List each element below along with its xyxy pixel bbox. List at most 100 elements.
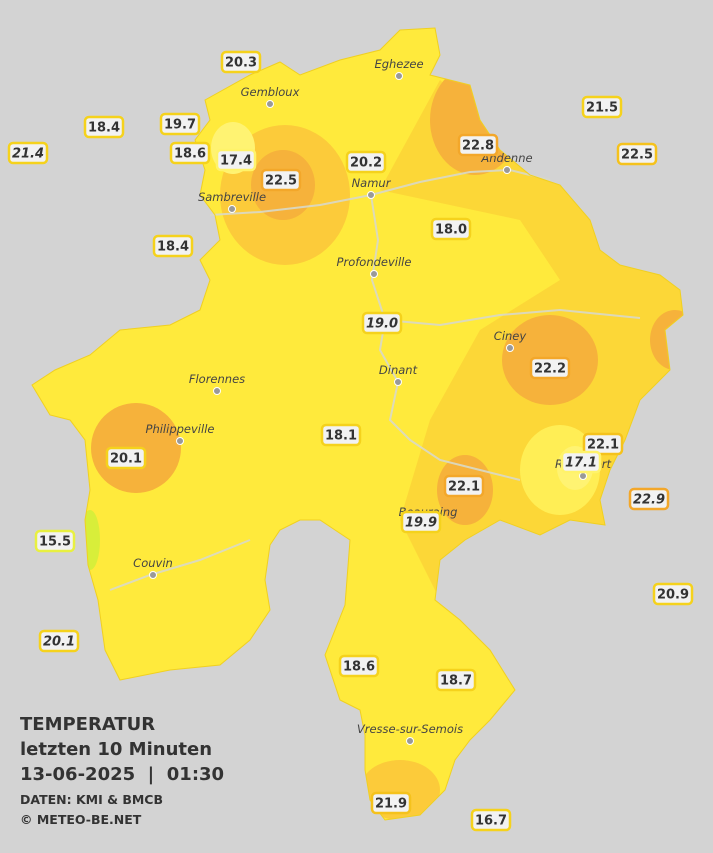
station-value: 21.4 xyxy=(12,147,44,162)
station-value: 18.1 xyxy=(325,429,357,444)
station-value: 22.2 xyxy=(534,362,566,377)
city-dot xyxy=(370,270,378,278)
station-value: 19.9 xyxy=(405,516,437,531)
station-box xyxy=(345,150,387,174)
station-value: 15.5 xyxy=(39,535,71,550)
station: 17.4 xyxy=(215,148,257,172)
city-dot xyxy=(176,437,184,445)
station: 19.0 xyxy=(361,311,403,335)
station-box xyxy=(220,50,262,74)
station-box xyxy=(400,510,442,534)
station-box xyxy=(215,148,257,172)
station-value: 22.8 xyxy=(462,139,494,154)
station: 15.5 xyxy=(34,529,76,553)
station-box xyxy=(430,217,472,241)
station-value: 20.9 xyxy=(657,588,689,603)
station: 21.4 xyxy=(7,141,49,165)
station-value: 20.1 xyxy=(110,452,142,467)
city-label: Sambreville xyxy=(198,190,266,204)
station: 22.9 xyxy=(628,487,670,511)
station-value: 22.9 xyxy=(633,493,665,508)
station: 22.2 xyxy=(529,356,571,380)
station-box xyxy=(529,356,571,380)
station-value: 17.1 xyxy=(565,456,597,471)
station: 22.1 xyxy=(443,474,485,498)
station-box xyxy=(560,450,602,474)
city-dot xyxy=(395,72,403,80)
station: 20.2 xyxy=(345,150,387,174)
cities: EghezeeGemblouxAndenneNamurSambrevillePr… xyxy=(133,57,612,745)
station: 22.5 xyxy=(260,168,302,192)
stations: 20.3 18.4 19.7 21.4 18.6 17.4 22.5 20.2 22.8 21.5… xyxy=(7,50,694,832)
station-box xyxy=(338,654,380,678)
city-dot xyxy=(406,737,414,745)
station-box xyxy=(83,115,125,139)
station-value: 18.4 xyxy=(157,240,189,255)
station: 18.4 xyxy=(83,115,125,139)
city-dot xyxy=(579,472,587,480)
station-value: 18.0 xyxy=(435,223,467,238)
station-box xyxy=(38,629,80,653)
station: 19.7 xyxy=(159,112,201,136)
city-label: Dinant xyxy=(379,363,418,377)
station-value: 20.1 xyxy=(43,635,75,650)
station: 18.1 xyxy=(320,423,362,447)
station-box xyxy=(361,311,403,335)
city-label: Philippeville xyxy=(146,422,215,436)
city-label: Gembloux xyxy=(241,85,300,99)
station-box xyxy=(34,529,76,553)
station: 20.1 xyxy=(38,629,80,653)
city-dot xyxy=(506,344,514,352)
subtitle: letzten 10 Minuten xyxy=(20,739,212,760)
station-box xyxy=(457,133,499,157)
city-label: Couvin xyxy=(133,556,173,570)
city-dot xyxy=(367,191,375,199)
station-box xyxy=(582,432,624,456)
station-box xyxy=(7,141,49,165)
station-box xyxy=(320,423,362,447)
title: TEMPERATUR xyxy=(20,714,155,735)
station: 22.1 xyxy=(582,432,624,456)
station-box xyxy=(628,487,670,511)
station: 18.4 xyxy=(152,234,194,258)
station-box xyxy=(370,791,412,815)
station: 18.7 xyxy=(435,668,477,692)
station-value: 18.4 xyxy=(88,121,120,136)
station-value: 22.1 xyxy=(448,480,480,495)
station-box xyxy=(435,668,477,692)
station-value: 18.6 xyxy=(343,660,375,675)
station-value: 17.4 xyxy=(220,154,252,169)
station-box xyxy=(260,168,302,192)
station-value: 22.5 xyxy=(621,148,653,163)
station-value: 16.7 xyxy=(475,814,507,829)
source: DATEN: KMI & BMCB xyxy=(20,792,163,807)
station-value: 20.2 xyxy=(350,156,382,171)
copyright: © METEO-BE.NET xyxy=(20,812,142,827)
city-label: Vresse-sur-Semois xyxy=(357,722,463,736)
station: 17.1 xyxy=(560,450,602,474)
station-box xyxy=(105,446,147,470)
station-value: 18.6 xyxy=(174,147,206,162)
city-label: Namur xyxy=(352,176,392,190)
station-value: 22.1 xyxy=(587,438,619,453)
station-value: 20.3 xyxy=(225,56,257,71)
station-box xyxy=(152,234,194,258)
station: 21.5 xyxy=(581,95,623,119)
station-value: 21.9 xyxy=(375,797,407,812)
station-box xyxy=(159,112,201,136)
station: 21.9 xyxy=(370,791,412,815)
city-label: Florennes xyxy=(189,372,245,386)
station-value: 19.7 xyxy=(164,118,196,133)
city-dot xyxy=(149,571,157,579)
city-dot xyxy=(228,205,236,213)
station-value: 19.0 xyxy=(366,317,398,332)
station: 20.9 xyxy=(652,582,694,606)
station: 20.3 xyxy=(220,50,262,74)
station: 18.6 xyxy=(338,654,380,678)
city-label: Profondeville xyxy=(337,255,412,269)
station-box xyxy=(652,582,694,606)
city-dot xyxy=(394,378,402,386)
station-value: 18.7 xyxy=(440,674,472,689)
